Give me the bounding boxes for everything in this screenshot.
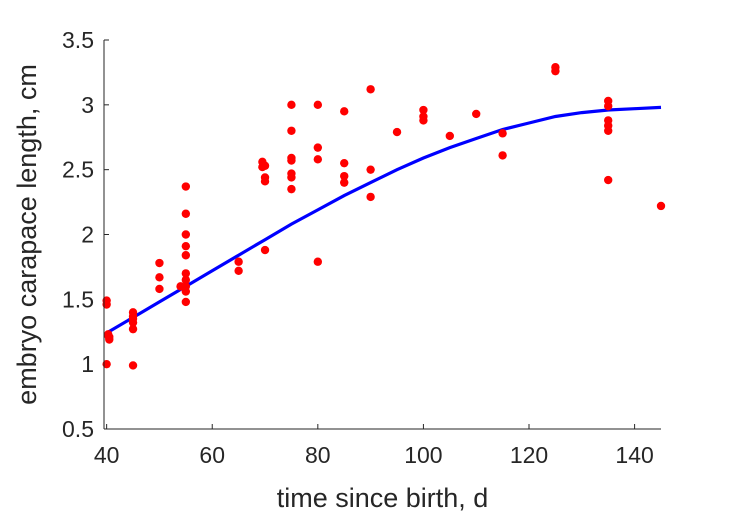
y-axis-ticks: 0.5 1 1.5 2 2.5 3 3.5 <box>62 27 109 442</box>
data-point <box>128 324 138 334</box>
data-point <box>181 230 191 239</box>
y-tick-label: 3 <box>81 92 94 118</box>
data-point <box>656 201 666 211</box>
data-point <box>551 63 560 72</box>
y-tick-label: 2.5 <box>62 157 94 183</box>
data-point <box>340 171 349 181</box>
data-point <box>181 241 191 251</box>
data-point <box>604 101 613 111</box>
data-point <box>287 169 296 178</box>
data-point <box>366 85 375 94</box>
data-point <box>181 275 191 285</box>
data-point <box>313 143 323 152</box>
data-point <box>313 257 323 266</box>
y-tick-label: 0.5 <box>62 416 94 442</box>
data-point <box>260 245 270 255</box>
data-point <box>181 182 191 191</box>
x-axis-title: time since birth, d <box>277 483 489 513</box>
y-tick-label: 3.5 <box>62 27 94 53</box>
data-point <box>366 165 375 174</box>
data-point <box>181 282 191 291</box>
data-point <box>102 359 111 369</box>
data-point <box>498 151 507 160</box>
data-point <box>392 127 402 137</box>
data-point <box>287 100 296 110</box>
y-axis-title: embryo carapace length, cm <box>12 64 42 405</box>
data-point <box>181 297 191 307</box>
fit-curve <box>105 105 662 335</box>
data-point <box>181 269 191 278</box>
data-point <box>604 175 613 185</box>
data-point <box>340 107 349 116</box>
data-point <box>445 131 455 141</box>
data-point <box>234 257 243 266</box>
x-tick-label: 40 <box>94 442 120 468</box>
x-tick-label: 140 <box>615 442 653 468</box>
data-points <box>102 63 666 370</box>
data-point <box>155 273 164 282</box>
data-point <box>155 258 164 268</box>
data-point <box>234 266 243 276</box>
data-point <box>366 192 375 202</box>
x-tick-label: 60 <box>199 442 225 468</box>
data-point <box>287 153 296 163</box>
data-point <box>472 109 481 119</box>
x-tick-label: 80 <box>305 442 331 468</box>
data-point <box>340 158 349 168</box>
data-point <box>155 284 164 294</box>
y-tick-label: 1.5 <box>62 286 94 312</box>
x-tick-label: 100 <box>404 442 442 468</box>
data-point <box>287 126 296 135</box>
data-point <box>260 161 270 170</box>
y-tick-label: 1 <box>81 351 94 377</box>
x-tick-label: 120 <box>510 442 548 468</box>
data-point <box>313 155 323 164</box>
data-point <box>128 361 138 370</box>
data-point <box>313 100 323 110</box>
data-point <box>181 209 191 218</box>
data-point <box>604 126 613 135</box>
data-point <box>128 308 138 317</box>
data-point <box>260 173 270 182</box>
data-point <box>340 178 349 187</box>
data-point <box>181 251 191 260</box>
data-point <box>102 296 111 305</box>
y-tick-label: 2 <box>81 222 94 248</box>
data-point <box>419 105 428 115</box>
data-point <box>419 112 428 121</box>
data-point <box>287 184 296 194</box>
data-point <box>498 129 507 138</box>
data-point <box>105 332 114 342</box>
x-axis-ticks: 40 60 80 100 120 140 <box>94 424 654 468</box>
